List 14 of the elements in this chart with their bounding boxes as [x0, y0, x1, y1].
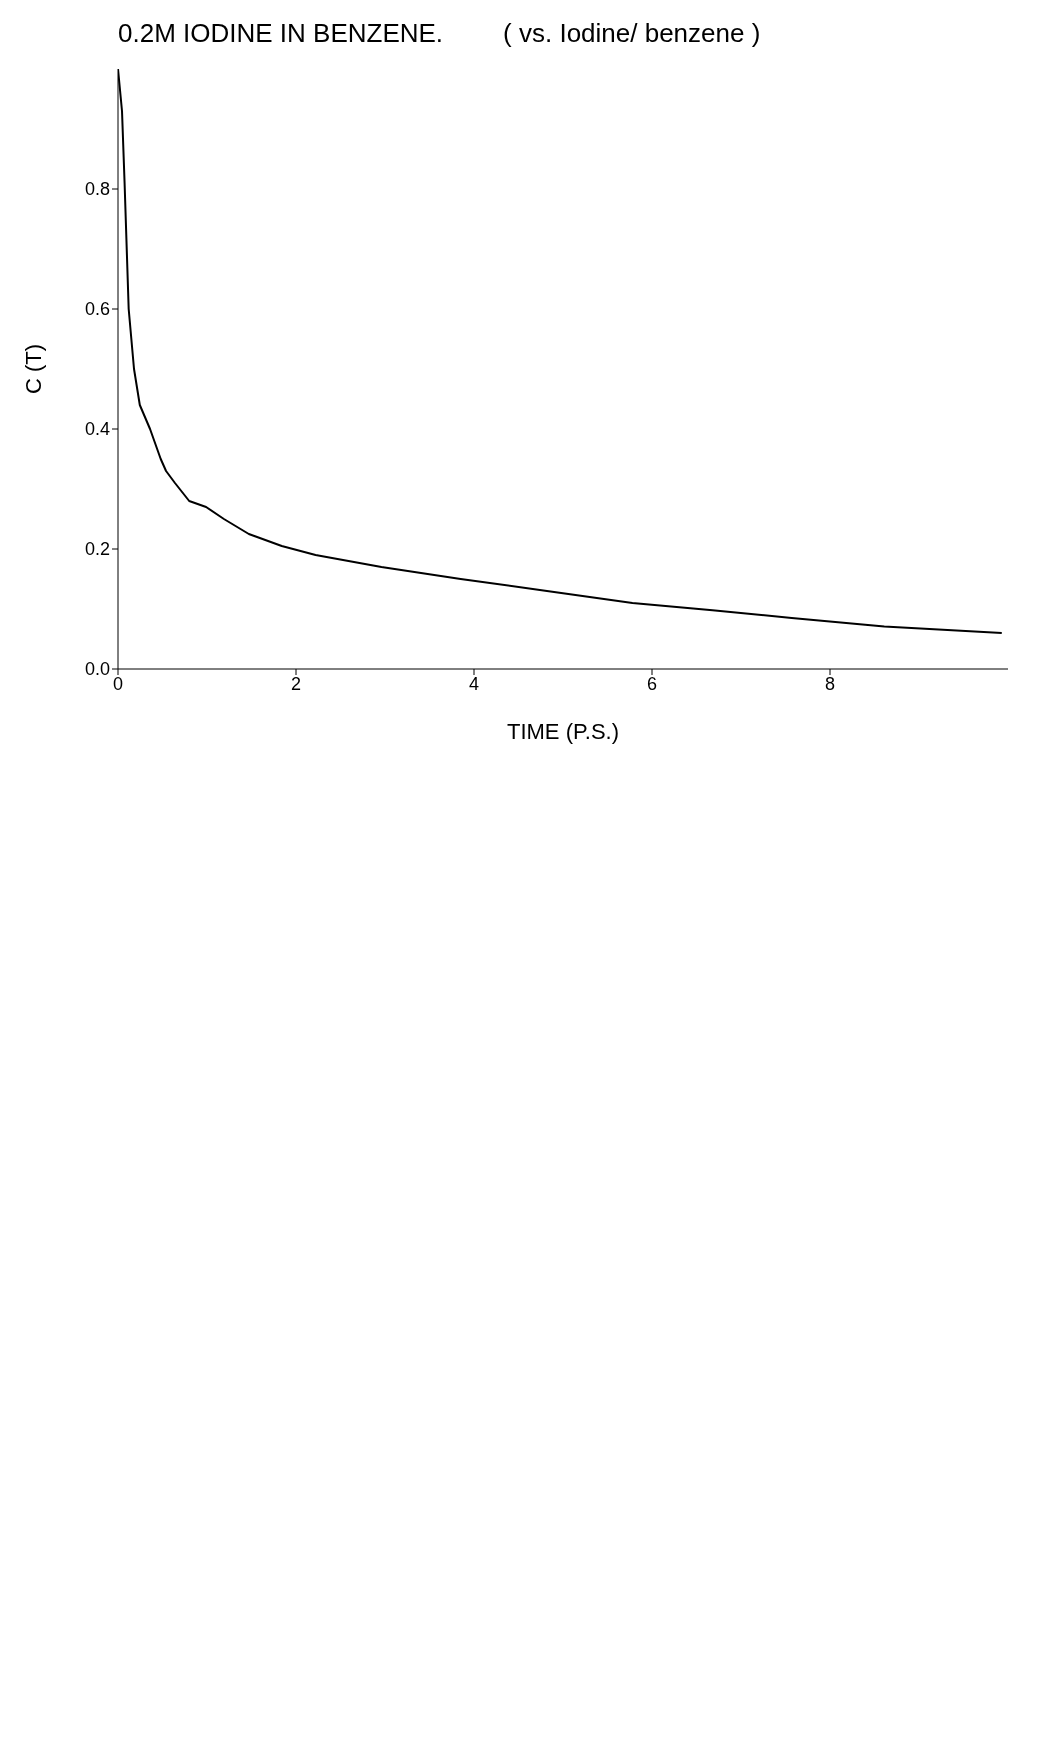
y-tick-label: 0.8 [84, 179, 110, 200]
x-tick-label: 0 [112, 673, 124, 694]
x-tick-label: 8 [824, 673, 836, 694]
y-axis-title: C (T) [20, 343, 46, 395]
chart-title: 0.2M IODINE IN BENZENE. [118, 18, 444, 49]
y-tick-label: 0.6 [84, 299, 110, 320]
x-axis-title: TIME (P.S.) [506, 719, 620, 744]
chart-subtitle: ( vs. Iodine/ benzene ) [503, 18, 761, 49]
x-tick-label: 2 [290, 673, 302, 694]
x-tick-label: 6 [646, 673, 658, 694]
y-tick-label: 0.2 [84, 539, 110, 560]
x-tick-label: 4 [468, 673, 480, 694]
y-tick-label: 0.4 [84, 419, 110, 440]
y-tick-label: 0.0 [84, 659, 110, 680]
